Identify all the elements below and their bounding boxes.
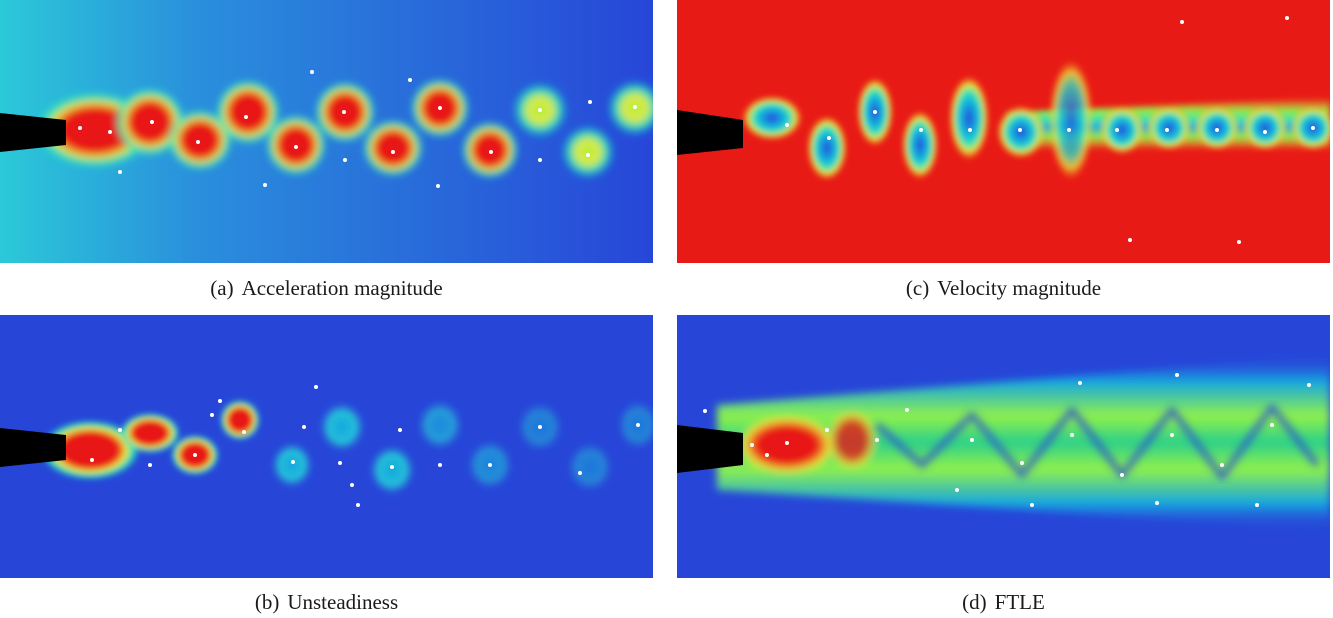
panel-c-velocity-magnitude — [677, 0, 1330, 263]
panel-b-caption-text: Unsteadiness — [287, 590, 399, 614]
panel-c-wake — [742, 60, 1330, 180]
panel-a-wake — [35, 79, 653, 179]
panel-a-label: (a) — [210, 276, 234, 300]
panel-d-image — [677, 315, 1330, 578]
panel-a-image — [0, 0, 653, 263]
panel-b-label: (b) — [254, 590, 280, 614]
panel-b-caption: (b) Unsteadiness — [0, 590, 653, 615]
panel-c-obstacle — [677, 110, 743, 155]
panel-b-image — [0, 315, 653, 578]
panel-c-caption: (c) Velocity magnitude — [677, 276, 1330, 301]
panel-a-caption-text: Acceleration magnitude — [241, 276, 443, 300]
panel-b-obstacle — [0, 428, 66, 467]
panel-a-caption: (a) Acceleration magnitude — [0, 276, 653, 301]
panel-d-caption: (d) FTLE — [677, 590, 1330, 615]
panel-a-obstacle — [0, 113, 66, 152]
panel-d-ridge — [875, 404, 1320, 480]
panel-d-obstacle — [677, 425, 743, 473]
panel-c-label: (c) — [905, 276, 930, 300]
panel-c-caption-text: Velocity magnitude — [937, 276, 1102, 300]
panel-d-label: (d) — [962, 590, 987, 614]
panel-b-unsteadiness — [0, 315, 653, 578]
panel-d-ftle — [677, 315, 1330, 578]
panel-a-markers — [78, 70, 637, 188]
panel-a-acceleration-magnitude — [0, 0, 653, 263]
panel-d-caption-text: FTLE — [994, 590, 1045, 614]
panel-c-markers — [785, 16, 1315, 244]
panel-b-markers — [90, 385, 640, 507]
panel-c-image — [677, 0, 1330, 263]
panel-d-markers — [703, 373, 1311, 507]
